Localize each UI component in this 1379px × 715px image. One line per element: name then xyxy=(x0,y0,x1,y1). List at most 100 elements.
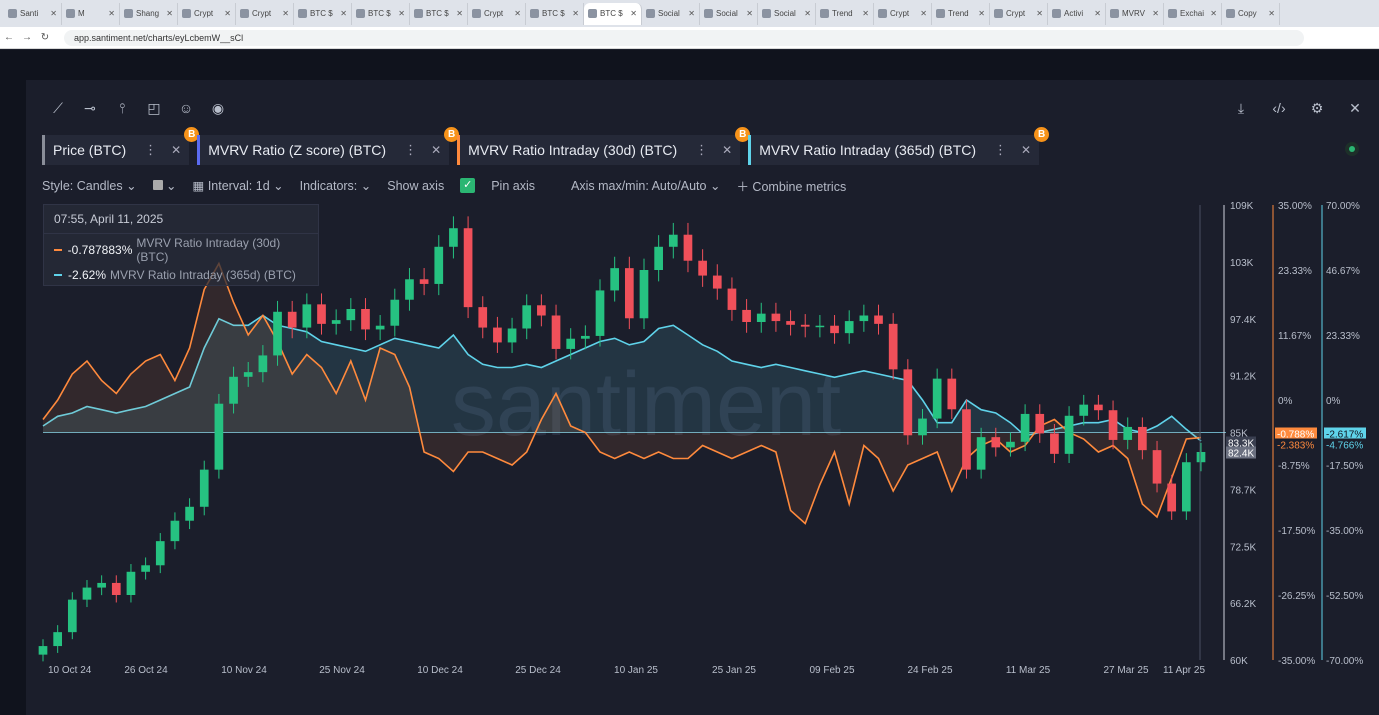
browser-tab[interactable]: Crypt ✕ xyxy=(178,2,236,25)
browser-tab[interactable]: Trend ✕ xyxy=(932,2,990,25)
price-tick-label: 60K xyxy=(1230,656,1248,667)
close-tab-icon[interactable]: ✕ xyxy=(572,9,579,18)
close-tab-icon[interactable]: ✕ xyxy=(514,9,521,18)
browser-tab[interactable]: Social ✕ xyxy=(758,2,816,25)
close-tab-icon[interactable]: ✕ xyxy=(1268,9,1275,18)
remove-metric-icon[interactable]: ✕ xyxy=(1021,143,1032,157)
browser-tab[interactable]: Shang ✕ xyxy=(120,2,178,25)
url-field[interactable]: app.santiment.net/charts/eyLcbemW__sCl xyxy=(64,29,1304,46)
browser-tab[interactable]: BTC $ ✕ xyxy=(410,2,468,25)
mvrv30-current-label-bg xyxy=(1275,427,1317,440)
note-icon[interactable]: ◰ xyxy=(147,100,161,116)
reload-icon[interactable]: ↻ xyxy=(40,32,50,43)
browser-tab[interactable]: BTC $ ✕ xyxy=(526,2,584,25)
mvrv365-tick-label: -52.50% xyxy=(1326,591,1363,602)
more-options-icon[interactable]: ⋮ xyxy=(994,142,1008,157)
close-tab-icon[interactable]: ✕ xyxy=(1036,9,1043,18)
metric-tab[interactable]: MVRV Ratio Intraday (365d) (BTC) ⋮ ✕ B xyxy=(748,127,1050,165)
browser-tab[interactable]: BTC $ ✕ xyxy=(294,2,352,25)
browser-tab[interactable]: Social ✕ xyxy=(700,2,758,25)
browser-tab[interactable]: Santi ✕ xyxy=(4,2,62,25)
close-tab-icon[interactable]: ✕ xyxy=(688,9,695,18)
close-tab-icon[interactable]: ✕ xyxy=(920,9,927,18)
x-tick-label: 09 Feb 25 xyxy=(809,665,854,676)
embed-code-icon[interactable]: ‹/› xyxy=(1272,100,1286,116)
price-candle xyxy=(1167,483,1177,512)
chart-canvas[interactable]: santiment 109K 103K 97.4K 91.2K 85K 78.7K 72.5K… xyxy=(26,200,1379,715)
browser-tab[interactable]: Trend ✕ xyxy=(816,2,874,25)
remove-metric-icon[interactable]: ✕ xyxy=(722,143,733,157)
price-candle xyxy=(1064,415,1074,454)
metric-tab-label: MVRV Ratio Intraday (365d) (BTC) xyxy=(759,142,977,158)
browser-tab[interactable]: Crypt ✕ xyxy=(990,2,1048,25)
close-tab-icon[interactable]: ✕ xyxy=(456,9,463,18)
download-icon[interactable]: ⤓ xyxy=(1237,100,1245,116)
price-candle xyxy=(199,469,209,507)
price-candle xyxy=(478,307,488,328)
close-tab-icon[interactable]: ✕ xyxy=(1210,9,1217,18)
color-select[interactable]: ⌄ xyxy=(152,178,177,193)
close-icon[interactable]: ✕ xyxy=(1349,100,1361,116)
chart-modal: ⟋ ⊸ ⫯ ◰ ☺ ◉ ⤓ ‹/› ⚙ ✕ Price (BTC) ⋮ ✕ B MVRV… xyxy=(26,80,1379,715)
close-tab-icon[interactable]: ✕ xyxy=(746,9,753,18)
browser-tab[interactable]: Activi ✕ xyxy=(1048,2,1106,25)
x-tick-label: 10 Jan 25 xyxy=(614,665,658,676)
close-tab-icon[interactable]: ✕ xyxy=(282,9,289,18)
metric-tab[interactable]: MVRV Ratio Intraday (30d) (BTC) ⋮ ✕ B xyxy=(457,127,751,165)
close-tab-icon[interactable]: ✕ xyxy=(630,9,637,18)
more-options-icon[interactable]: ⋮ xyxy=(695,142,709,157)
forward-icon[interactable]: → xyxy=(22,32,32,43)
favicon-icon xyxy=(182,9,191,18)
mvrv365-tick-label: 46.67% xyxy=(1326,266,1360,277)
indicators-select[interactable]: Indicators: ⌄ xyxy=(299,179,372,193)
remove-metric-icon[interactable]: ✕ xyxy=(431,143,442,157)
gear-icon[interactable]: ⚙ xyxy=(1310,100,1324,116)
pin-axis-toggle[interactable]: Pin axis xyxy=(491,178,535,193)
more-options-icon[interactable]: ⋮ xyxy=(144,142,158,157)
browser-tab[interactable]: Crypt ✕ xyxy=(236,2,294,25)
mvrv365-tick-label: 0% xyxy=(1326,396,1341,407)
close-tab-icon[interactable]: ✕ xyxy=(50,9,57,18)
metric-tab[interactable]: Price (BTC) ⋮ ✕ B xyxy=(42,127,200,165)
close-tab-icon[interactable]: ✕ xyxy=(340,9,347,18)
price-tick-label: 97.4K xyxy=(1230,315,1256,326)
trendline-icon[interactable]: ⟋ xyxy=(53,100,63,116)
emoji-icon[interactable]: ☺ xyxy=(178,100,194,116)
axis-maxmin-select[interactable]: Axis max/min: Auto/Auto ⌄ xyxy=(571,179,721,193)
browser-tab[interactable]: BTC $ ✕ xyxy=(352,2,410,25)
horizontal-line-icon[interactable]: ⊸ xyxy=(84,100,96,116)
browser-tab[interactable]: BTC $ ✕ xyxy=(584,2,642,25)
browser-tab[interactable]: Crypt ✕ xyxy=(468,2,526,25)
browser-tab[interactable]: Copy ✕ xyxy=(1222,2,1280,25)
close-tab-icon[interactable]: ✕ xyxy=(862,9,869,18)
vertical-line-icon[interactable]: ⫯ xyxy=(118,100,126,116)
close-tab-icon[interactable]: ✕ xyxy=(804,9,811,18)
close-tab-icon[interactable]: ✕ xyxy=(166,9,173,18)
metric-tab[interactable]: MVRV Ratio (Z score) (BTC) ⋮ ✕ B xyxy=(197,127,460,165)
bitcoin-badge-icon: B xyxy=(735,127,751,142)
close-tab-icon[interactable]: ✕ xyxy=(1094,9,1101,18)
browser-tab[interactable]: MVRV ✕ xyxy=(1106,2,1164,25)
browser-tab[interactable]: M ✕ xyxy=(62,2,120,25)
show-axis-checkbox[interactable]: ✓ xyxy=(460,178,476,193)
price-candle xyxy=(668,234,678,247)
remove-metric-icon[interactable]: ✕ xyxy=(171,143,182,157)
browser-tab[interactable]: Exchai ✕ xyxy=(1164,2,1222,25)
price-candle xyxy=(1181,462,1191,512)
close-tab-icon[interactable]: ✕ xyxy=(108,9,115,18)
browser-tab[interactable]: Crypt ✕ xyxy=(874,2,932,25)
browser-tab[interactable]: Social ✕ xyxy=(642,2,700,25)
interval-select[interactable]: ▦ Interval: 1d ⌄ xyxy=(192,179,284,193)
close-tab-icon[interactable]: ✕ xyxy=(224,9,231,18)
back-icon[interactable]: ← xyxy=(4,32,14,43)
close-tab-icon[interactable]: ✕ xyxy=(1152,9,1159,18)
close-tab-icon[interactable]: ✕ xyxy=(978,9,985,18)
price-candle xyxy=(1094,404,1103,411)
more-options-icon[interactable]: ⋮ xyxy=(404,142,418,157)
eye-icon[interactable]: ◉ xyxy=(211,100,225,116)
combine-metrics-button[interactable]: ＋ Combine metrics xyxy=(736,180,847,194)
tooltip-date: 07:55, April 11, 2025 xyxy=(44,205,318,234)
close-tab-icon[interactable]: ✕ xyxy=(398,9,405,18)
browser-tab-label: Trend xyxy=(832,9,853,18)
style-select[interactable]: Style: Candles ⌄ xyxy=(42,179,137,193)
